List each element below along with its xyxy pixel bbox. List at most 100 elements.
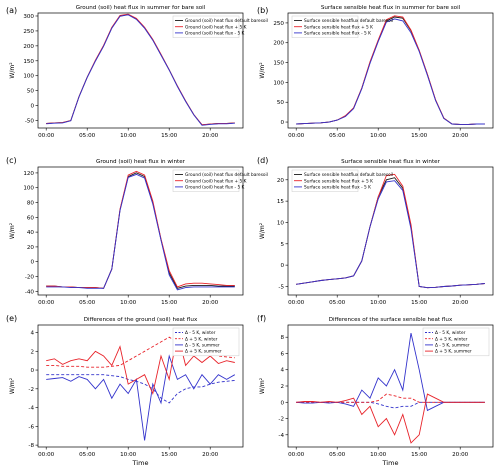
legend-entry: Ground (soil) heat flux default baresoil	[185, 172, 268, 178]
chart-panel-3: (c) Ground (soil) heat flux in winter 00:0…	[6, 156, 268, 306]
x-tick-label: 20:00	[202, 133, 219, 139]
series-line-2	[296, 393, 485, 403]
series-line-3	[46, 173, 235, 291]
y-axis-label: W/m²	[9, 222, 16, 239]
legend-entry: Δ - 5 K, winter	[185, 330, 216, 336]
legend: Ground (soil) heat flux default baresoil…	[172, 15, 268, 38]
y-tick-label: 100	[23, 74, 34, 80]
legend-entry: Δ + 5 K, winter	[435, 336, 468, 342]
legend: Ground (soil) heat flux default baresoil…	[172, 169, 268, 192]
x-tick-label: 10:00	[120, 300, 137, 306]
x-tick-label: 10:00	[370, 133, 387, 139]
y-tick-label: 200	[273, 41, 284, 47]
chart-title: Differences of the surface sensible heat…	[329, 317, 453, 323]
x-tick-label: 05:00	[329, 452, 346, 458]
plot-frame	[37, 166, 244, 296]
x-tick-label: 15:00	[161, 452, 178, 458]
legend-entry: Surface sensible heat flux - 5 K	[304, 185, 371, 191]
series-line-1	[296, 177, 485, 289]
x-tick-label: 10:00	[120, 133, 137, 139]
y-tick-label: 250	[23, 29, 34, 35]
y-tick-label: 150	[273, 61, 284, 67]
legend-entry: Δ + 5 K, winter	[185, 336, 218, 342]
y-axis-label: W/m²	[259, 222, 266, 239]
y-tick-label: 250	[273, 21, 284, 27]
legend-entry: Δ - 5 K, summer	[435, 343, 470, 349]
legend-entry: Ground (soil) heat flux default baresoil	[185, 18, 268, 24]
y-tick-label: 150	[23, 59, 34, 65]
legend-box	[422, 327, 490, 357]
y-tick-label: -2	[278, 417, 284, 423]
y-tick-label: 120	[23, 171, 34, 177]
legend-entry: Δ - 5 K, winter	[435, 330, 466, 336]
chart-panel-1: (a) Ground (soil) heat flux in summer for…	[6, 5, 268, 139]
series-line-4	[296, 393, 485, 444]
series-line-4	[46, 332, 235, 395]
x-tick-label: 20:00	[452, 300, 469, 306]
series-line-3	[46, 354, 236, 441]
x-tick-label: 10:00	[370, 452, 387, 458]
legend-entry: Δ + 5 K, summer	[435, 349, 472, 355]
x-tick-label: 00:00	[38, 452, 55, 458]
x-tick-label: 05:00	[79, 133, 96, 139]
legend-box	[172, 169, 240, 192]
y-tick-label: 0	[280, 120, 284, 126]
chart-panel-4: (d) Surface sensible heat flux in winter 0…	[257, 156, 494, 306]
y-tick-label: 8	[280, 335, 284, 341]
y-tick-label: 100	[273, 80, 284, 86]
series-line-1	[46, 374, 235, 404]
y-tick-label: -20	[25, 275, 35, 281]
legend-entry: Δ + 5 K, summer	[185, 349, 222, 355]
y-tick-label: 200	[23, 44, 34, 50]
panel-label: (b)	[257, 6, 268, 15]
x-axis-label: Time	[382, 459, 399, 467]
chart-title: Surface sensible heat flux in summer for…	[321, 5, 461, 11]
chart-panel-5: (e) Differences of the ground (soil) heat…	[6, 314, 244, 467]
legend-entry: Surface sensible heat flux + 5 K	[304, 24, 373, 30]
series-line-1	[296, 401, 485, 409]
y-tick-label: 60	[27, 215, 35, 221]
panel-label: (d)	[257, 156, 268, 165]
x-tick-label: 20:00	[452, 133, 469, 139]
y-tick-label: 50	[27, 89, 35, 95]
legend-box	[172, 327, 240, 357]
x-tick-label: 20:00	[452, 452, 469, 458]
x-tick-label: 10:00	[370, 300, 387, 306]
x-tick-label: 05:00	[329, 133, 346, 139]
panel-label: (f)	[257, 314, 266, 323]
y-tick-label: 0	[30, 260, 34, 266]
y-tick-label: 0	[280, 400, 284, 406]
plot-frame	[37, 12, 244, 129]
plot-frame	[37, 324, 244, 448]
x-tick-label: 15:00	[411, 133, 428, 139]
y-tick-label: -4	[28, 406, 34, 412]
x-tick-label: 00:00	[288, 300, 305, 306]
legend: Surface sensible heatflux default bareso…	[291, 15, 393, 38]
y-tick-label: -8	[28, 443, 34, 449]
legend-entry: Ground (soil) heat flux - 5 K	[185, 185, 245, 191]
y-tick-label: -4	[278, 433, 284, 439]
series-line-2	[46, 336, 235, 368]
x-tick-label: 05:00	[79, 300, 96, 306]
x-tick-label: 10:00	[120, 452, 137, 458]
y-tick-label: -50	[25, 119, 35, 125]
x-tick-label: 15:00	[411, 452, 428, 458]
legend-box	[172, 15, 240, 38]
y-tick-label: 5	[280, 242, 284, 248]
x-tick-label: 00:00	[288, 452, 305, 458]
y-tick-label: 80	[27, 201, 35, 207]
y-tick-label: 20	[277, 178, 285, 184]
y-tick-label: 4	[280, 368, 284, 374]
x-tick-label: 00:00	[38, 300, 55, 306]
x-tick-label: 05:00	[329, 300, 346, 306]
y-tick-label: 300	[23, 14, 34, 20]
x-tick-label: 15:00	[161, 133, 178, 139]
x-axis-label: Time	[132, 459, 149, 467]
y-tick-label: 2	[30, 349, 34, 355]
y-tick-label: 0	[30, 368, 34, 374]
y-tick-label: 40	[27, 230, 35, 236]
plot-frame	[287, 166, 494, 296]
y-tick-label: 10	[277, 220, 285, 226]
